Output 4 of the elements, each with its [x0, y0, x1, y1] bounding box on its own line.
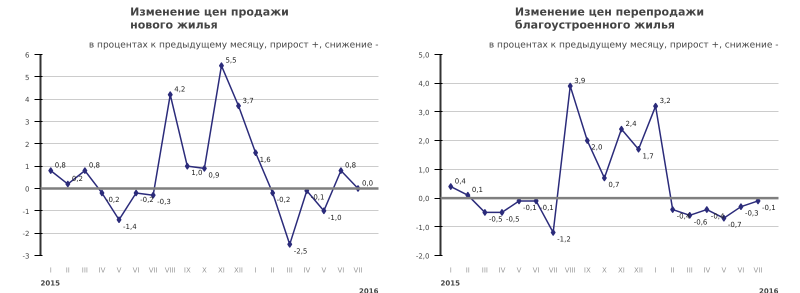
chart-title: Изменение цен перепродажи благоустроенного жилья: [514, 6, 704, 32]
chart-subtitle: в процентах к предыдущему месяцу, прирост +, снижение -: [88, 40, 378, 50]
chart-subtitle: в процентах к предыдущему месяцу, прирост +, снижение -: [488, 40, 778, 50]
chart-title: Изменение цен продажи нового жилья: [130, 6, 289, 32]
